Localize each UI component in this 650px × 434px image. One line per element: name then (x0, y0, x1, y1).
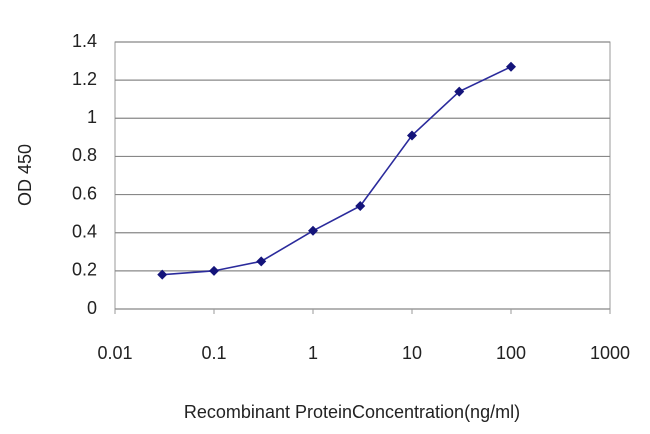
x-tick-label: 100 (496, 343, 526, 363)
x-tick-label: 0.1 (201, 343, 226, 363)
x-axis-label: Recombinant ProteinConcentration(ng/ml) (184, 402, 520, 422)
x-tick-label: 1 (308, 343, 318, 363)
data-point (209, 265, 219, 276)
data-point (256, 256, 267, 267)
data-point (308, 225, 318, 236)
y-tick-label: 0.4 (72, 221, 97, 241)
y-tick-label: 1.2 (72, 69, 97, 89)
data-point (506, 61, 516, 72)
data-line (162, 66, 512, 276)
y-tick-label: 1 (87, 107, 97, 127)
data-point (355, 201, 366, 212)
data-point (407, 130, 417, 141)
plot-area (114, 41, 611, 310)
y-tick-label: 0.6 (72, 183, 97, 203)
y-tick-label: 1.4 (72, 31, 97, 51)
x-tick-label: 1000 (590, 343, 630, 363)
x-tick-label: 10 (402, 343, 422, 363)
data-point (157, 269, 168, 280)
y-tick-label: 0.2 (72, 260, 97, 280)
x-tick-label: 0.01 (97, 343, 132, 363)
y-tick-label: 0 (87, 298, 97, 318)
data-point (454, 86, 465, 97)
y-tick-label: 0.8 (72, 145, 97, 165)
y-axis-label: OD 450 (15, 144, 35, 206)
